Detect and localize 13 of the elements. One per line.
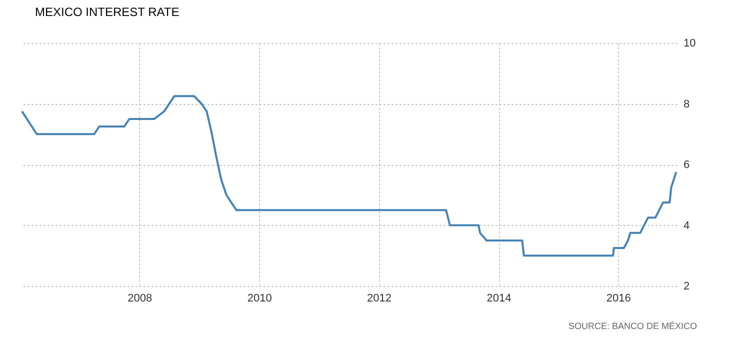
source-note: SOURCE: BANCO DE MÉXICO [568,321,697,331]
y-tick-label: 8 [684,98,690,110]
y-tick-label: 2 [684,280,690,292]
y-tick-label: 10 [684,38,696,50]
line-series [21,95,678,257]
y-tick-label: 4 [684,220,690,232]
chart-title: MEXICO INTEREST RATE [35,5,180,19]
x-tick-label: 2012 [367,292,392,304]
y-tick-label: 6 [684,159,690,171]
x-tick-label: 2016 [606,292,631,304]
x-tick-label: 2010 [247,292,272,304]
x-tick-label: 2014 [486,292,512,304]
x-tick-label: 2008 [128,292,152,304]
